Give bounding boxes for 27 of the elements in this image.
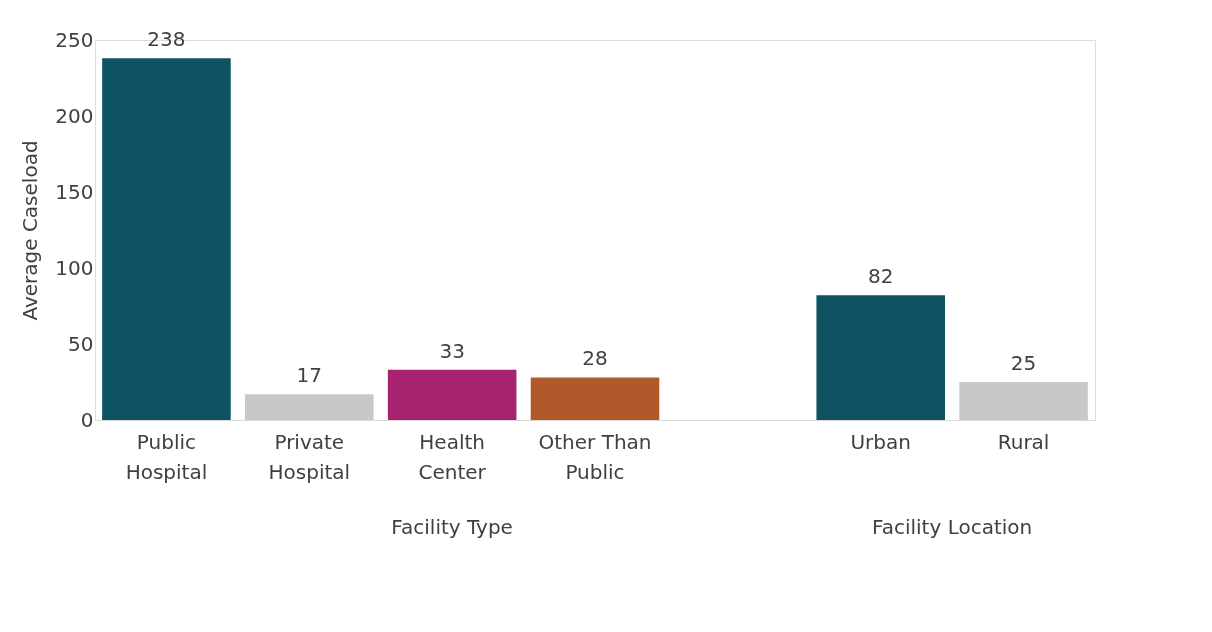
x-tick-label: Urban	[850, 429, 911, 454]
y-tick-label: 250	[55, 27, 94, 52]
x-tick-label: Health Center	[418, 429, 487, 484]
data-label: 25	[1010, 351, 1037, 375]
data-label: 82	[867, 264, 894, 289]
x-tick-label: Public Hospital	[125, 429, 208, 484]
bar	[245, 394, 374, 420]
bar	[102, 58, 231, 420]
bar	[387, 369, 517, 420]
text: Facility Type	[391, 515, 513, 539]
data-label: 238	[147, 27, 186, 52]
bar	[959, 382, 1088, 420]
x-tick-label: Other Than Public	[538, 429, 652, 484]
data-label: 28	[582, 346, 608, 371]
bar	[530, 377, 660, 420]
y-tick-label: 100	[55, 255, 94, 280]
bar	[816, 295, 945, 420]
x-tick-label: Private Hospital	[268, 429, 351, 484]
data-label: 33	[439, 338, 465, 363]
y-axis-title: Average Caseload	[18, 140, 43, 321]
data-label: 17	[296, 363, 323, 388]
y-tick-label: 0	[80, 407, 94, 432]
x-tick-label: Rural	[997, 429, 1050, 454]
y-tick-label: 150	[55, 179, 94, 204]
y-tick-label: 200	[55, 103, 94, 128]
text: Facility Location	[872, 515, 1033, 539]
y-tick-label: 50	[68, 331, 94, 356]
